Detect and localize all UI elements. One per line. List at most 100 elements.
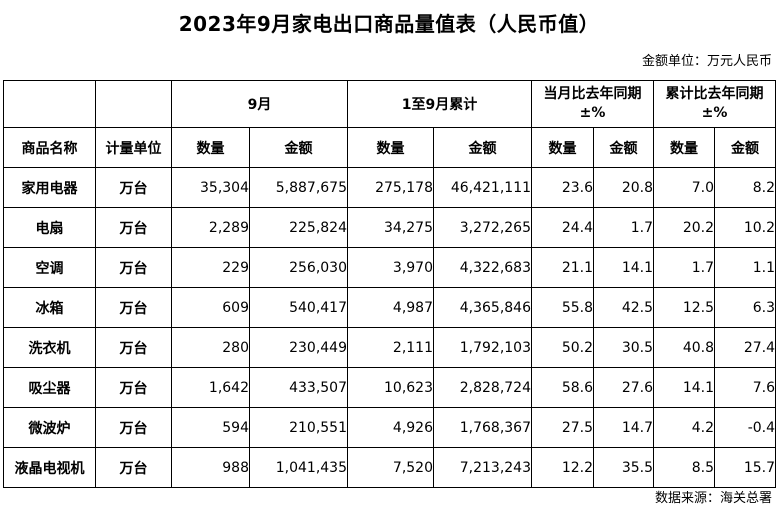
month-yoy-qty-cell: 58.6: [531, 367, 595, 408]
sep-amount-cell: 256,030: [249, 247, 348, 288]
month-yoy-amount-cell: 1.7: [593, 207, 655, 248]
cum-yoy-qty-cell: 40.8: [653, 327, 716, 368]
cum-yoy-qty-cell: 20.2: [653, 207, 716, 248]
data-source-note: 数据来源：海关总署: [654, 491, 772, 506]
ytd-qty-cell: 7,520: [347, 447, 434, 488]
header-month-yoy-qty: 数量: [531, 127, 595, 168]
ytd-qty-cell: 34,275: [347, 207, 434, 248]
month-yoy-qty-cell: 23.6: [531, 167, 595, 208]
sep-qty-cell: 2,289: [171, 207, 250, 248]
ytd-qty-cell: 4,987: [347, 287, 434, 328]
cum-yoy-amount-cell: 15.7: [714, 447, 777, 488]
ytd-amount-cell: 3,272,265: [432, 207, 533, 248]
header-group-september: 9月: [171, 80, 348, 128]
table-row: 液晶电视机 万台 988 1,041,435 7,520 7,213,243 12.2 35.…: [3, 447, 777, 488]
sep-qty-cell: 1,642: [171, 367, 250, 408]
header-unit: 计量单位: [95, 127, 172, 168]
sep-amount-cell: 210,551: [249, 407, 348, 448]
ytd-amount-cell: 4,365,846: [432, 287, 533, 328]
header-cum-yoy-label: 累计比去年同期: [665, 86, 764, 102]
month-yoy-qty-cell: 50.2: [531, 327, 595, 368]
table-row: 冰箱 万台 609 540,417 4,987 4,365,846 55.8 42.5 12.5…: [3, 287, 777, 328]
ytd-qty-cell: 275,178: [347, 167, 434, 208]
ytd-amount-cell: 1,768,367: [432, 407, 533, 448]
header-group-cum-yoy: 累计比去年同期 ±%: [653, 80, 777, 128]
header-month-yoy-label: 当月比去年同期: [543, 86, 642, 102]
amount-unit-note: 金额单位：万元人民币: [641, 54, 772, 69]
sep-amount-cell: 225,824: [249, 207, 348, 248]
cum-yoy-qty-cell: 14.1: [653, 367, 716, 408]
product-name-cell: 洗衣机: [3, 327, 96, 368]
ytd-qty-cell: 3,970: [347, 247, 434, 288]
sep-amount-cell: 230,449: [249, 327, 348, 368]
ytd-amount-cell: 7,213,243: [432, 447, 533, 488]
product-name-cell: 液晶电视机: [3, 447, 96, 488]
unit-cell: 万台: [95, 207, 172, 248]
month-yoy-amount-cell: 35.5: [593, 447, 655, 488]
table-row: 电扇 万台 2,289 225,824 34,275 3,272,265 24.4 1.7 20…: [3, 207, 777, 248]
month-yoy-amount-cell: 42.5: [593, 287, 655, 328]
ytd-amount-cell: 1,792,103: [432, 327, 533, 368]
month-yoy-amount-cell: 27.6: [593, 367, 655, 408]
month-yoy-amount-cell: 14.7: [593, 407, 655, 448]
table-row: 洗衣机 万台 280 230,449 2,111 1,792,103 50.2 30.5 40.…: [3, 327, 777, 368]
header-group-ytd: 1至9月累计: [346, 80, 533, 128]
month-yoy-amount-cell: 14.1: [593, 247, 655, 288]
ytd-qty-cell: 4,926: [347, 407, 434, 448]
header-cum-yoy-amount: 金额: [714, 127, 777, 168]
product-name-cell: 电扇: [3, 207, 96, 248]
cum-yoy-qty-cell: 8.5: [653, 447, 716, 488]
sep-qty-cell: 988: [171, 447, 250, 488]
table-row: 家用电器 万台 35,304 5,887,675 275,178 46,421,111 23…: [3, 167, 777, 208]
export-table: 9月 1至9月累计 当月比去年同期 ±% 累计比去年同期 ±% 商品名称 计量单…: [3, 80, 777, 488]
cum-yoy-amount-cell: 6.3: [714, 287, 777, 328]
month-yoy-amount-cell: 20.8: [593, 167, 655, 208]
cum-yoy-amount-cell: 27.4: [714, 327, 777, 368]
unit-cell: 万台: [95, 447, 172, 488]
sep-qty-cell: 609: [171, 287, 250, 328]
sep-amount-cell: 433,507: [249, 367, 348, 408]
month-yoy-qty-cell: 24.4: [531, 207, 595, 248]
header-blank-unit: [95, 80, 172, 128]
header-sep-qty: 数量: [171, 127, 250, 168]
cum-yoy-amount-cell: 7.6: [714, 367, 777, 408]
unit-cell: 万台: [95, 247, 172, 288]
month-yoy-qty-cell: 27.5: [531, 407, 595, 448]
page-title: 2023年9月家电出口商品量值表（人民币值）: [178, 12, 600, 36]
cum-yoy-qty-cell: 12.5: [653, 287, 716, 328]
unit-cell: 万台: [95, 407, 172, 448]
header-month-yoy-sign: ±%: [579, 105, 606, 121]
ytd-amount-cell: 2,828,724: [432, 367, 533, 408]
header-group-month-yoy: 当月比去年同期 ±%: [531, 80, 655, 128]
header-group-row: 9月 1至9月累计 当月比去年同期 ±% 累计比去年同期 ±%: [3, 80, 777, 128]
sep-amount-cell: 540,417: [249, 287, 348, 328]
table-row: 微波炉 万台 594 210,551 4,926 1,768,367 27.5 14.7 4.2…: [3, 407, 777, 448]
unit-cell: 万台: [95, 287, 172, 328]
cum-yoy-amount-cell: 8.2: [714, 167, 777, 208]
table-row: 吸尘器 万台 1,642 433,507 10,623 2,828,724 58.6 27.6…: [3, 367, 777, 408]
product-name-cell: 冰箱: [3, 287, 96, 328]
header-month-yoy-amount: 金额: [593, 127, 655, 168]
cum-yoy-amount-cell: 10.2: [714, 207, 777, 248]
month-yoy-qty-cell: 21.1: [531, 247, 595, 288]
product-name-cell: 微波炉: [3, 407, 96, 448]
product-name-cell: 空调: [3, 247, 96, 288]
ytd-qty-cell: 2,111: [347, 327, 434, 368]
unit-cell: 万台: [95, 367, 172, 408]
sep-qty-cell: 280: [171, 327, 250, 368]
cum-yoy-qty-cell: 7.0: [653, 167, 716, 208]
ytd-amount-cell: 46,421,111: [432, 167, 533, 208]
month-yoy-qty-cell: 12.2: [531, 447, 595, 488]
cum-yoy-amount-cell: 1.1: [714, 247, 777, 288]
cum-yoy-qty-cell: 4.2: [653, 407, 716, 448]
sep-amount-cell: 5,887,675: [249, 167, 348, 208]
header-sep-amount: 金额: [249, 127, 348, 168]
header-ytd-amount: 金额: [432, 127, 533, 168]
header-ytd-qty: 数量: [347, 127, 434, 168]
table-row: 空调 万台 229 256,030 3,970 4,322,683 21.1 14.1 1.7 1…: [3, 247, 777, 288]
product-name-cell: 吸尘器: [3, 367, 96, 408]
table-body: 家用电器 万台 35,304 5,887,675 275,178 46,421,111 23…: [3, 167, 777, 488]
sep-qty-cell: 229: [171, 247, 250, 288]
unit-cell: 万台: [95, 167, 172, 208]
header-blank-name: [3, 80, 96, 128]
